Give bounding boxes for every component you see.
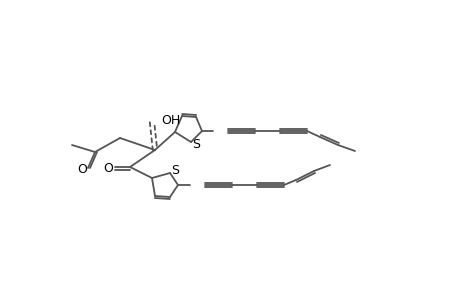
- Text: O: O: [77, 163, 87, 176]
- Text: S: S: [191, 137, 200, 151]
- Text: OH: OH: [161, 113, 180, 127]
- Text: S: S: [171, 164, 179, 176]
- Text: O: O: [103, 161, 113, 175]
